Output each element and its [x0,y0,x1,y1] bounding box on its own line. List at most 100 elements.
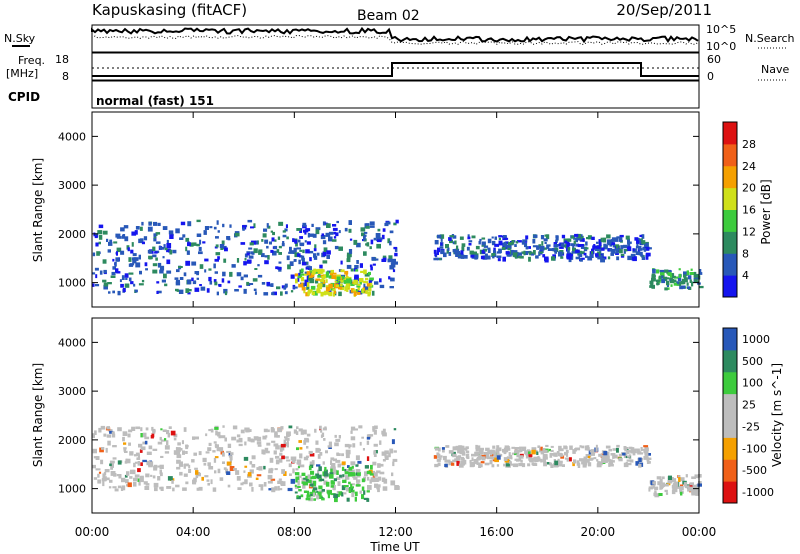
echo-cell [536,451,539,455]
echo-cell [567,238,572,242]
echo-cell [103,284,108,290]
echo-cell [632,450,637,454]
echo-cell [674,276,679,279]
echo-cell [125,479,129,484]
echo-cell [102,230,108,235]
echo-cell [332,469,337,475]
echo-cell [518,458,522,461]
echo-cell [645,447,649,452]
echo-cell [140,446,146,451]
echo-cell [122,436,125,442]
echo-cell [103,476,107,481]
echo-cell [372,263,376,266]
echo-cell [300,273,305,276]
echo-cell [320,429,323,433]
echo-cell [579,235,584,240]
echo-cell [93,477,98,480]
echo-cell [303,229,306,233]
echo-cell [595,253,599,257]
echo-cell [225,468,229,474]
echo-cell [577,234,581,239]
echo-cell [697,474,702,478]
echo-cell [176,454,182,459]
freq-tick-top: 18 [55,53,69,66]
echo-cell [97,230,103,235]
echo-cell [496,255,502,258]
echo-cell [654,490,657,494]
echo-cell [376,237,379,241]
echo-cell [387,238,391,244]
echo-cell [335,438,341,442]
echo-cell [672,487,678,493]
echo-cell [282,234,287,238]
echo-cell [221,278,225,283]
echo-cell [608,460,613,466]
echo-cell [487,255,491,260]
echo-cell [525,246,529,250]
echo-cell [521,241,525,245]
echo-cell [494,455,498,458]
echo-cell [216,447,220,452]
echo-cell [109,463,112,467]
echo-cell [186,250,190,255]
x-tick-label: 00:00 [682,525,717,539]
echo-cell [610,252,614,256]
echo-cell [166,270,172,274]
echo-cell [294,485,299,489]
echo-cell [441,447,445,450]
echo-cell [100,425,106,430]
echo-cell [150,435,154,439]
echo-cell [391,439,395,445]
echo-cell [377,463,381,468]
echo-cell [144,486,150,490]
colorbar-tick-label: -500 [742,464,767,477]
echo-cell [569,457,572,462]
echo-cell [332,485,336,490]
echo-cell [94,430,97,435]
echo-cell [456,245,459,250]
echo-cell [305,249,310,254]
echo-cell [300,494,304,498]
echo-cell [308,266,312,270]
echo-cell [167,432,170,438]
echo-cell [369,225,375,228]
echo-cell [481,456,486,461]
echo-cell [330,269,334,274]
x-tick-label: 20:00 [581,525,616,539]
echo-cell [309,453,315,457]
echo-cell [251,252,255,255]
echo-cell [318,491,322,496]
echo-cell [272,291,277,296]
echo-cell [280,443,286,448]
echo-cell [301,477,304,482]
echo-cell [263,228,268,232]
echo-cell [379,440,382,445]
echo-cell [322,240,327,245]
echo-cell [467,236,471,240]
echo-cell [325,271,330,276]
echo-cell [317,270,322,275]
echo-cell [246,251,251,254]
echo-cell [229,455,233,461]
echo-cell [503,457,508,461]
echo-cell [316,464,321,467]
echo-cell [160,455,164,458]
echo-cell [286,440,289,444]
echo-cell [250,226,255,229]
echo-cell [290,274,295,279]
echo-cell [286,431,291,437]
echo-cell [503,450,507,455]
echo-cell [263,465,266,470]
echo-cell [330,485,334,488]
echo-cell [539,251,544,254]
echo-cell [374,258,379,261]
echo-cell [514,244,517,247]
echo-cell [198,246,202,252]
echo-cell [307,289,313,293]
echo-cell [169,234,174,239]
echo-cell [392,461,395,467]
echo-cell [208,429,212,432]
echo-cell [289,261,294,266]
echo-cell [269,457,274,463]
echo-cell [353,239,358,245]
